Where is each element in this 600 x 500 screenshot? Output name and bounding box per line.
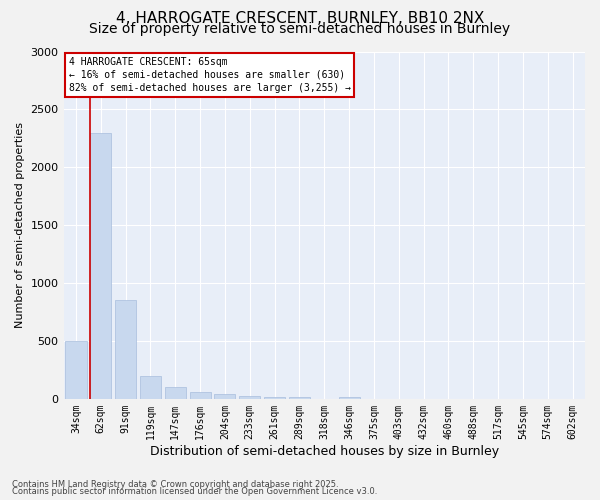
Bar <box>115 300 136 399</box>
Bar <box>264 397 285 399</box>
Bar <box>140 376 161 399</box>
Text: Contains public sector information licensed under the Open Government Licence v3: Contains public sector information licen… <box>12 487 377 496</box>
Bar <box>190 392 211 399</box>
Text: Size of property relative to semi-detached houses in Burnley: Size of property relative to semi-detach… <box>89 22 511 36</box>
Bar <box>289 397 310 399</box>
Text: Contains HM Land Registry data © Crown copyright and database right 2025.: Contains HM Land Registry data © Crown c… <box>12 480 338 489</box>
Bar <box>165 388 186 399</box>
Bar <box>338 397 359 399</box>
Y-axis label: Number of semi-detached properties: Number of semi-detached properties <box>15 122 25 328</box>
Text: 4 HARROGATE CRESCENT: 65sqm
← 16% of semi-detached houses are smaller (630)
82% : 4 HARROGATE CRESCENT: 65sqm ← 16% of sem… <box>69 56 351 93</box>
X-axis label: Distribution of semi-detached houses by size in Burnley: Distribution of semi-detached houses by … <box>150 444 499 458</box>
Bar <box>65 341 86 399</box>
Text: 4, HARROGATE CRESCENT, BURNLEY, BB10 2NX: 4, HARROGATE CRESCENT, BURNLEY, BB10 2NX <box>116 11 484 26</box>
Bar <box>214 394 235 399</box>
Bar <box>90 132 112 399</box>
Bar <box>239 396 260 399</box>
